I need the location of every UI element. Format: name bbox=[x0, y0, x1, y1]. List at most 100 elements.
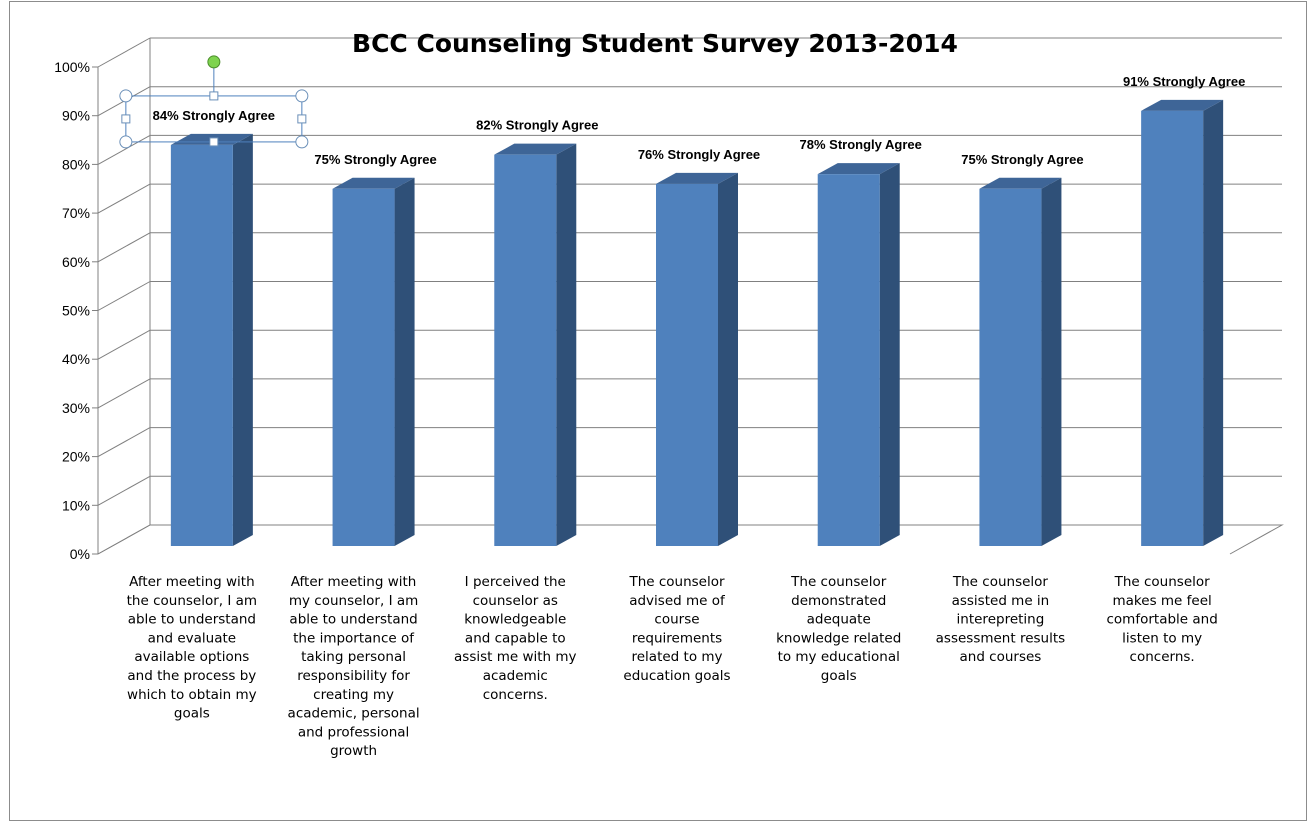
y-tick-label: 0% bbox=[70, 546, 90, 562]
data-label: 82% Strongly Agree bbox=[476, 118, 598, 133]
bar-top bbox=[332, 177, 415, 189]
bar bbox=[170, 133, 253, 547]
category-label-line: the importance of bbox=[293, 630, 415, 646]
category-label-line: and courses bbox=[959, 649, 1041, 665]
bar-side bbox=[394, 177, 415, 546]
rotation-handle bbox=[207, 55, 221, 69]
gridline-side bbox=[97, 427, 151, 458]
gridline-side bbox=[97, 281, 151, 311]
bar bbox=[494, 143, 577, 546]
category-label-line: listen to my bbox=[1122, 630, 1202, 646]
bar bbox=[979, 177, 1062, 546]
category-label: The counselor advised me of course requirem… bbox=[623, 574, 730, 684]
bar-side bbox=[879, 163, 900, 546]
chart-svg: 0% 10% 20% 30% 40% 50% 60% 70% 80% 90% 100% 84% St… bbox=[54, 29, 1284, 759]
bar bbox=[332, 177, 415, 546]
category-label-line: assist me with my bbox=[454, 649, 577, 665]
gridline-side bbox=[97, 524, 151, 555]
category-labels: After meeting with the counselor, I am abl… bbox=[127, 574, 1218, 759]
y-tick-label: 90% bbox=[62, 108, 90, 124]
category-label-line: education goals bbox=[623, 668, 730, 684]
side-handle bbox=[209, 91, 219, 101]
y-tick-label: 10% bbox=[62, 497, 90, 513]
category-label-line: concerns. bbox=[1130, 649, 1195, 665]
category-label-line: assessment results bbox=[936, 630, 1066, 646]
corner-handle bbox=[119, 135, 133, 149]
bar-front bbox=[1141, 110, 1204, 546]
category-label-line: adequate bbox=[807, 612, 871, 628]
category-label-line: The counselor bbox=[790, 574, 887, 590]
category-label-line: makes me feel bbox=[1113, 593, 1212, 609]
bar-top bbox=[494, 143, 577, 155]
category-label-line: course bbox=[654, 612, 699, 628]
gridline-side bbox=[97, 475, 151, 506]
data-label: 76% Strongly Agree bbox=[638, 147, 760, 162]
data-label: 75% Strongly Agree bbox=[961, 152, 1083, 167]
category-label-line: knowledgeable bbox=[464, 612, 566, 628]
category-label-line: and capable to bbox=[465, 630, 566, 646]
category-label-line: knowledge related bbox=[776, 630, 901, 646]
category-label-line: goals bbox=[174, 706, 210, 722]
category-label-line: advised me of bbox=[629, 593, 726, 609]
gridline-side bbox=[97, 329, 151, 360]
selection-handles bbox=[119, 55, 309, 149]
side-handle bbox=[209, 137, 219, 147]
category-label-line: The counselor bbox=[628, 574, 725, 590]
category-label-line: The counselor bbox=[952, 574, 1049, 590]
bar-front bbox=[817, 174, 880, 546]
bar bbox=[656, 172, 738, 546]
category-label-line: After meeting with bbox=[291, 574, 417, 590]
category-label-line: I perceived the bbox=[465, 574, 566, 590]
bar-side bbox=[718, 172, 738, 546]
bar-side bbox=[1041, 177, 1062, 546]
category-label-line: related to my bbox=[631, 649, 722, 665]
y-tick-label: 60% bbox=[62, 254, 90, 270]
y-axis-tick-labels: 0% 10% 20% 30% 40% 50% 60% 70% 80% 90% 100% bbox=[54, 59, 90, 562]
category-label-line: After meeting with bbox=[129, 574, 255, 590]
y-tick-label: 100% bbox=[54, 59, 90, 75]
category-label-line: requirements bbox=[632, 630, 722, 646]
category-label-line: available options bbox=[134, 649, 249, 665]
corner-handle bbox=[295, 135, 309, 149]
gridline-side bbox=[97, 134, 151, 165]
y-tick-label: 50% bbox=[62, 303, 90, 319]
bar-front bbox=[170, 144, 233, 547]
y-tick-label: 70% bbox=[62, 205, 90, 221]
bar-side bbox=[1203, 99, 1224, 546]
category-label: After meeting with the counselor, I am abl… bbox=[127, 574, 257, 722]
category-label-line: my counselor, I am bbox=[289, 593, 418, 609]
data-label: 84% Strongly Agree bbox=[153, 108, 275, 123]
category-label: The counselor demonstrated adequate knowled… bbox=[776, 574, 901, 684]
bar-front bbox=[656, 183, 718, 546]
bar-side bbox=[556, 143, 577, 546]
category-label-line: to my educational bbox=[778, 649, 900, 665]
gridline-side bbox=[97, 378, 151, 409]
category-label-line: The counselor bbox=[1114, 574, 1211, 590]
category-label-line: able to understand bbox=[128, 612, 256, 628]
category-label-line: concerns. bbox=[483, 687, 548, 703]
chart-frame: 0% 10% 20% 30% 40% 50% 60% 70% 80% 90% 100% 84% St… bbox=[9, 1, 1307, 821]
bar-top bbox=[817, 163, 900, 175]
category-label-line: goals bbox=[821, 668, 857, 684]
chart-title: BCC Counseling Student Survey 2013-2014 bbox=[352, 29, 958, 58]
gridline-side bbox=[97, 232, 151, 263]
bar-front bbox=[494, 154, 557, 546]
data-label: 75% Strongly Agree bbox=[314, 152, 436, 167]
category-label-line: responsibility for bbox=[297, 668, 410, 684]
y-tick-label: 80% bbox=[62, 156, 90, 172]
category-label-line: demonstrated bbox=[791, 593, 886, 609]
bar-top bbox=[1141, 99, 1224, 111]
category-label-line: counselor as bbox=[473, 593, 558, 609]
data-label: 78% Strongly Agree bbox=[800, 137, 922, 152]
data-label: 91% Strongly Agree bbox=[1123, 74, 1245, 89]
bars bbox=[170, 99, 1224, 547]
gridline-side bbox=[97, 37, 151, 68]
gridline-side bbox=[97, 183, 151, 214]
corner-handle bbox=[119, 89, 133, 103]
bar-top bbox=[979, 177, 1062, 189]
category-label: After meeting with my counselor, I am able… bbox=[288, 574, 420, 759]
category-label-line: academic bbox=[483, 668, 548, 684]
category-label-line: the counselor, I am bbox=[127, 593, 257, 609]
y-tick-label: 30% bbox=[62, 400, 90, 416]
bar-front bbox=[332, 188, 395, 546]
